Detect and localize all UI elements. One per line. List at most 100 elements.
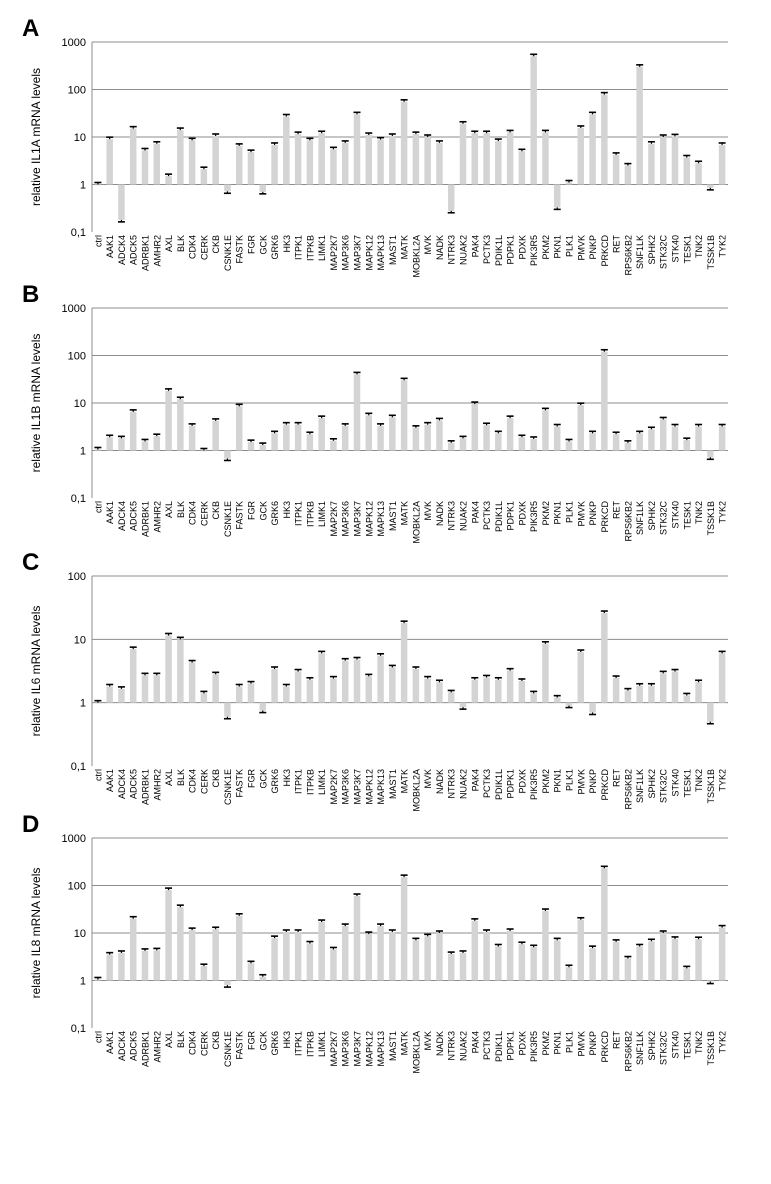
x-tick-label: CKB: [211, 501, 221, 520]
x-tick-label: STK32C: [659, 769, 669, 804]
bar: [353, 374, 361, 451]
bar: [400, 101, 408, 185]
x-tick-label: GCK: [258, 1031, 268, 1051]
y-tick-label: 10: [74, 928, 86, 940]
bar: [683, 968, 691, 981]
bar: [577, 405, 585, 451]
bar: [153, 436, 161, 451]
bar: [412, 134, 420, 185]
x-tick-label: MOBKL2A: [411, 769, 421, 812]
bar: [601, 94, 608, 185]
y-tick-label: 0,1: [71, 761, 86, 773]
x-tick-label: PDXK: [517, 1031, 527, 1056]
x-tick-label: MVK: [423, 235, 433, 255]
bar: [271, 144, 278, 185]
bar: [648, 429, 655, 451]
x-tick-label: PAK4: [470, 501, 480, 523]
x-tick-label: ADCK5: [129, 235, 139, 265]
bar: [671, 671, 679, 703]
bar: [412, 427, 420, 451]
x-tick-label: PMVK: [576, 1031, 586, 1057]
x-tick-label: FASTK: [235, 235, 245, 264]
x-tick-label: AMHR2: [152, 501, 162, 533]
bar: [212, 929, 219, 981]
x-tick-label: FGR: [247, 769, 257, 788]
x-tick-label: PDIK1L: [494, 235, 504, 266]
y-tick-label: 10: [74, 634, 86, 646]
bar: [648, 941, 655, 981]
bar: [695, 163, 702, 185]
bar: [648, 143, 655, 185]
x-tick-label: TSSK1B: [706, 1031, 716, 1066]
bar: [624, 165, 632, 185]
x-tick-label: TYK2: [718, 235, 728, 258]
bar: [224, 184, 231, 192]
bar: [601, 613, 608, 703]
x-tick-label: GRK6: [270, 501, 280, 526]
bar: [459, 952, 467, 981]
bar: [707, 450, 714, 458]
bar: [447, 442, 455, 451]
bar: [283, 686, 290, 703]
bar: [495, 679, 502, 703]
x-tick-label: ctrl: [93, 235, 103, 247]
bar: [707, 980, 714, 982]
bar: [624, 690, 632, 703]
x-tick-label: MATK: [400, 1031, 410, 1055]
panel-letter: D: [22, 811, 39, 838]
x-tick-label: STK40: [671, 769, 681, 797]
bar: [106, 437, 113, 451]
x-tick-label: ADCK5: [129, 1031, 139, 1061]
x-tick-label: CERK: [199, 235, 209, 260]
bar: [247, 683, 255, 703]
x-tick-label: GCK: [258, 501, 268, 521]
bar: [518, 680, 526, 703]
bar: [377, 655, 384, 703]
x-tick-label: ctrl: [93, 769, 103, 781]
x-tick-label: MAST1: [388, 501, 398, 531]
x-tick-label: GRK6: [270, 1031, 280, 1056]
y-tick-label: 1: [80, 976, 86, 988]
bar: [165, 635, 172, 703]
x-tick-label: PCTK3: [482, 769, 492, 798]
bar: [683, 695, 691, 703]
x-tick-label: AAK1: [105, 235, 115, 258]
bar: [224, 980, 231, 986]
x-tick-label: NADK: [435, 235, 445, 260]
bar: [447, 184, 455, 211]
bar: [695, 426, 702, 451]
bar: [542, 911, 549, 981]
bar: [200, 693, 208, 703]
bar: [141, 441, 149, 451]
x-tick-label: CKB: [211, 235, 221, 254]
x-tick-label: ADRBK1: [141, 235, 151, 271]
bar: [424, 137, 431, 185]
bar: [247, 152, 255, 185]
bar: [495, 141, 502, 185]
x-tick-label: MAP3K7: [353, 769, 363, 805]
x-tick-label: GCK: [258, 235, 268, 255]
x-tick-label: MAPK12: [364, 235, 374, 271]
bar: [259, 445, 267, 451]
bar: [659, 137, 667, 185]
bar: [188, 425, 196, 451]
x-tick-label: NTRK3: [447, 1031, 457, 1061]
bar: [353, 659, 361, 703]
x-tick-label: PAK4: [470, 1031, 480, 1053]
x-tick-label: SNF1LK: [635, 1031, 645, 1065]
x-tick-label: MAST1: [388, 1031, 398, 1061]
bar: [671, 426, 679, 451]
y-tick-label: 1: [80, 446, 86, 458]
y-tick-label: 0,1: [71, 1023, 86, 1035]
x-tick-label: PMVK: [576, 501, 586, 527]
x-tick-label: CDK4: [188, 1031, 198, 1055]
x-tick-label: PNKP: [588, 235, 598, 260]
x-tick-label: PMVK: [576, 235, 586, 261]
bar: [341, 425, 349, 451]
x-tick-label: CERK: [199, 1031, 209, 1056]
bar: [259, 702, 267, 711]
y-axis-label: relative IL6 mRNA levels: [29, 606, 43, 737]
y-tick-label: 1: [80, 698, 86, 710]
